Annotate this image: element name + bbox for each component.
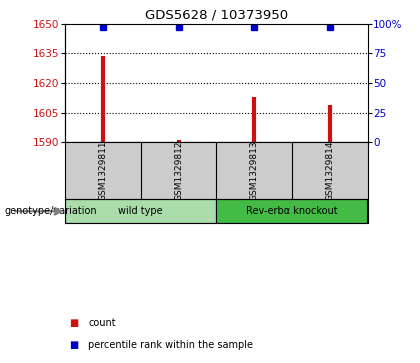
Text: GSM1329811: GSM1329811	[98, 140, 108, 201]
Text: genotype/variation: genotype/variation	[4, 206, 97, 216]
Title: GDS5628 / 10373950: GDS5628 / 10373950	[145, 8, 288, 21]
Text: count: count	[88, 318, 116, 328]
Text: percentile rank within the sample: percentile rank within the sample	[88, 340, 253, 350]
Text: Rev-erbα knockout: Rev-erbα knockout	[246, 206, 338, 216]
Text: wild type: wild type	[118, 206, 163, 216]
Text: GSM1329812: GSM1329812	[174, 140, 183, 201]
FancyBboxPatch shape	[65, 199, 216, 223]
Text: ■: ■	[69, 318, 79, 328]
Text: GSM1329814: GSM1329814	[325, 140, 334, 201]
FancyBboxPatch shape	[216, 199, 368, 223]
Text: ■: ■	[69, 340, 79, 350]
Text: GSM1329813: GSM1329813	[249, 140, 259, 201]
